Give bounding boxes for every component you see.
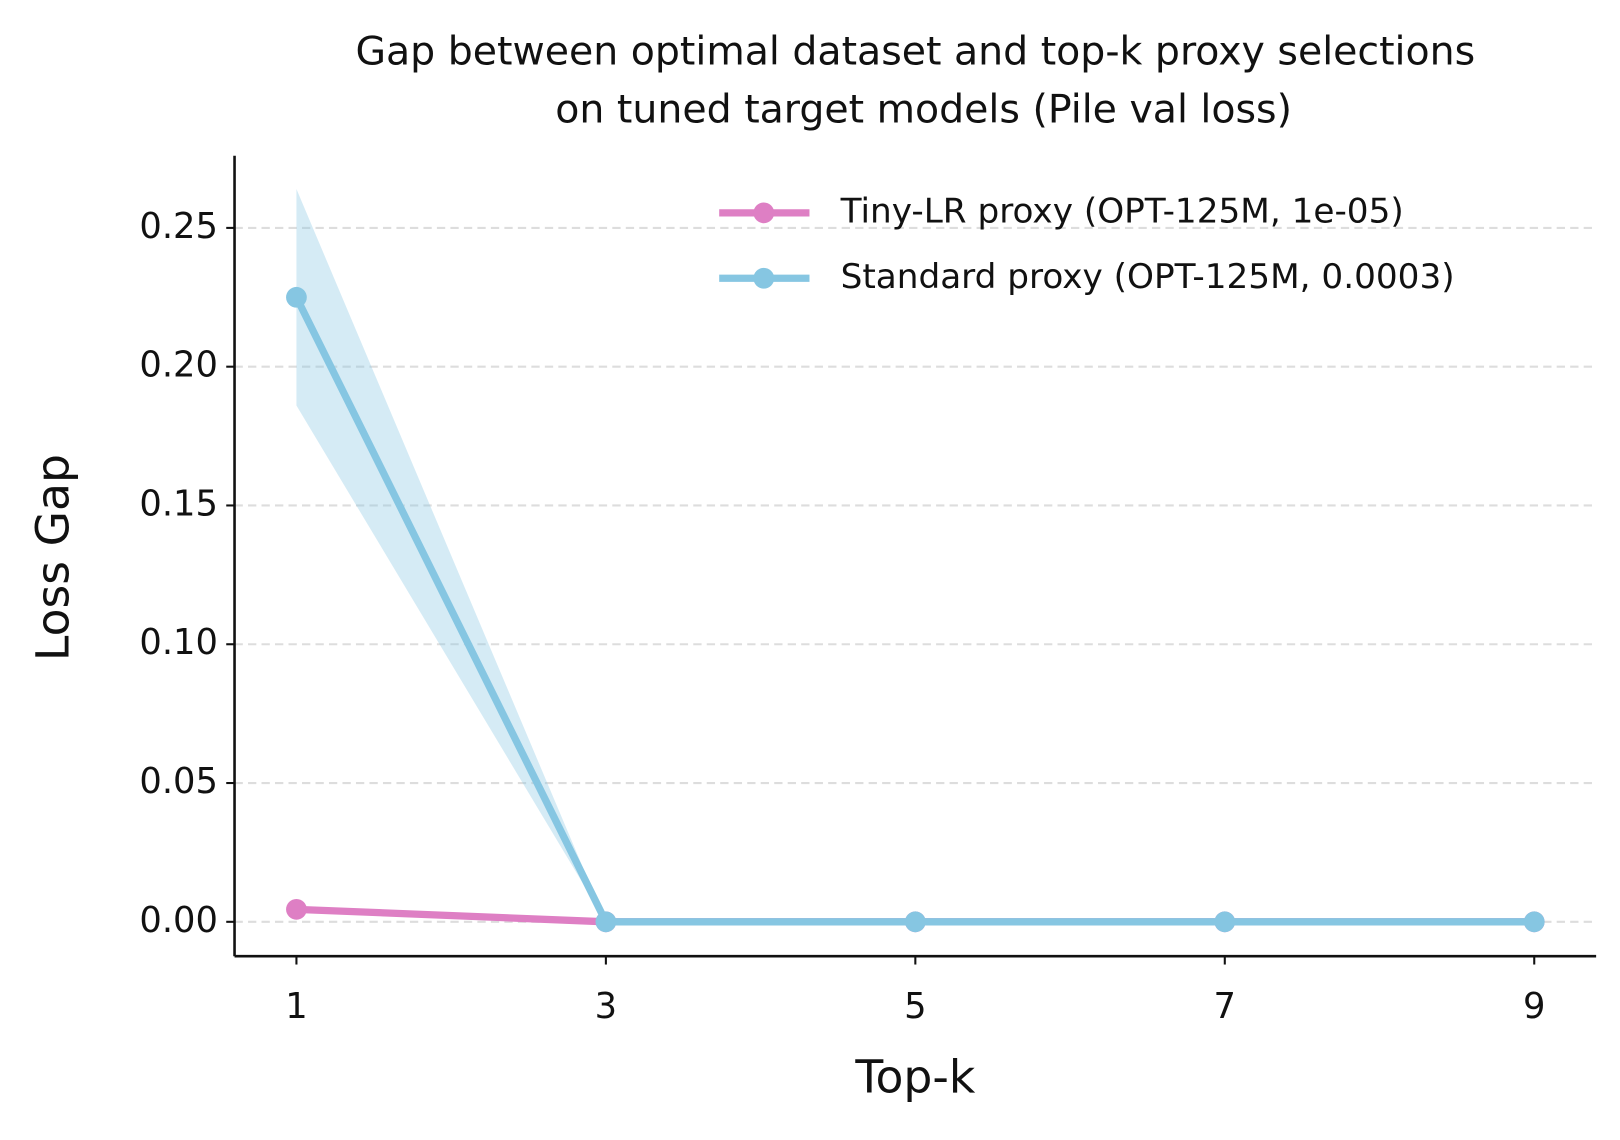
- y-tick-label: 0.00: [139, 900, 218, 941]
- x-tick-label: 3: [595, 986, 617, 1027]
- chart-title: Gap between optimal dataset and top-k pr…: [355, 28, 1475, 74]
- series-line: [293, 295, 1535, 926]
- y-tick-label: 0.05: [139, 761, 218, 802]
- x-tick-label: 7: [1214, 986, 1236, 1027]
- legend-label: Standard proxy (OPT-125M, 0.0003): [841, 257, 1455, 297]
- error-band: [296, 189, 1535, 922]
- x-tick-label: 9: [1523, 986, 1545, 1027]
- y-tick-label: 0.20: [139, 345, 218, 386]
- chart-title: on tuned target models (Pile val loss): [555, 87, 1292, 133]
- y-tick-label: 0.10: [139, 622, 218, 663]
- data-point: [286, 898, 307, 920]
- data-point: [904, 911, 926, 933]
- x-tick-label: 5: [904, 986, 926, 1027]
- data-point: [286, 286, 307, 308]
- y-tick-label: 0.25: [139, 206, 218, 247]
- x-axis-label: Top-k: [854, 1050, 975, 1103]
- y-axis-label: Loss Gap: [27, 454, 80, 661]
- legend-marker: [753, 202, 775, 224]
- legend-marker: [753, 267, 775, 289]
- data-point: [1214, 911, 1236, 933]
- legend-label: Tiny-LR proxy (OPT-125M, 1e-05): [840, 191, 1404, 231]
- data-point: [595, 911, 617, 933]
- y-tick-label: 0.15: [139, 483, 218, 524]
- data-point: [1523, 911, 1545, 933]
- x-tick-label: 1: [285, 986, 307, 1027]
